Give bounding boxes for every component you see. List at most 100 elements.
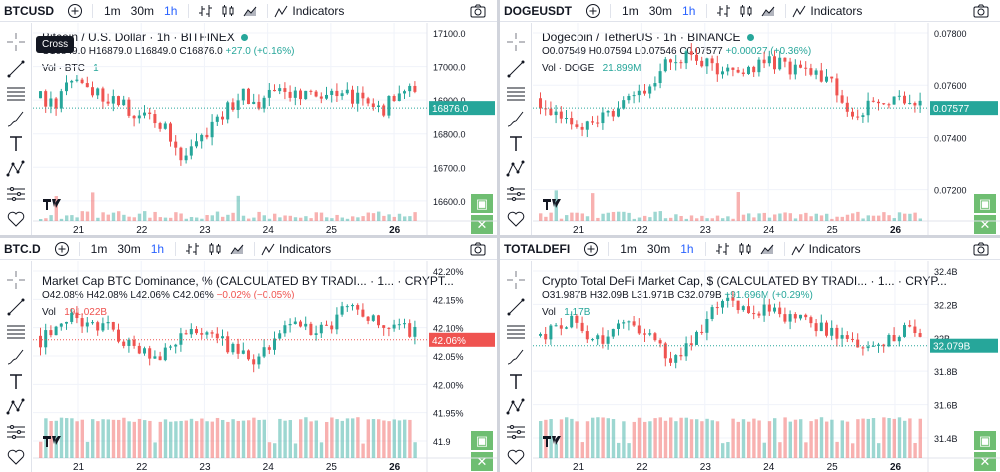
fib-icon[interactable] bbox=[504, 321, 528, 343]
candle bbox=[221, 116, 224, 120]
close-button[interactable]: ✕ bbox=[974, 215, 996, 234]
volume-bar bbox=[887, 418, 891, 458]
text-icon[interactable] bbox=[504, 133, 528, 155]
trend-line-icon[interactable] bbox=[504, 58, 528, 80]
measure-icon[interactable] bbox=[4, 421, 28, 443]
camera-icon[interactable] bbox=[972, 2, 990, 20]
trend-line-icon[interactable] bbox=[4, 296, 28, 318]
timeframe-30m[interactable]: 30m bbox=[648, 3, 673, 18]
chart-pane-btc-d[interactable]: BTC.D 1m 30m 1h Indicators Market Cap BTC … bbox=[0, 238, 497, 472]
brush-icon[interactable] bbox=[504, 346, 528, 368]
price-chart[interactable]: 32.4B32.2B32B31.8B31.6B31.4B212223242526… bbox=[533, 261, 1000, 472]
bar-style-icon[interactable] bbox=[184, 240, 202, 258]
area-icon[interactable] bbox=[228, 240, 246, 258]
indicators-button[interactable]: Indicators bbox=[274, 4, 344, 18]
pattern-icon[interactable] bbox=[4, 396, 28, 418]
measure-icon[interactable] bbox=[504, 183, 528, 205]
camera-icon[interactable] bbox=[972, 240, 990, 258]
y-tick-label: 42.20% bbox=[433, 267, 464, 277]
timeframe-1h[interactable]: 1h bbox=[682, 3, 696, 18]
fib-icon[interactable] bbox=[4, 83, 28, 105]
chart-pane-dogeusdt[interactable]: DOGEUSDT 1m 30m 1h Indicators Dogecoin / T… bbox=[500, 0, 1000, 235]
timeframe-1m[interactable]: 1m bbox=[620, 241, 637, 256]
symbol-name[interactable]: TOTALDEFI bbox=[504, 241, 571, 256]
add-symbol-icon[interactable] bbox=[582, 240, 600, 258]
camera-icon[interactable] bbox=[469, 2, 487, 20]
maximize-button[interactable]: ▣ bbox=[974, 194, 996, 213]
symbol-name[interactable]: BTCUSD bbox=[4, 3, 54, 18]
pattern-icon[interactable] bbox=[504, 396, 528, 418]
fib-icon[interactable] bbox=[504, 83, 528, 105]
volume-bar bbox=[226, 214, 230, 221]
bar-style-icon[interactable] bbox=[715, 2, 733, 20]
volume-bar bbox=[611, 211, 616, 221]
measure-icon[interactable] bbox=[4, 183, 28, 205]
bar-style-icon[interactable] bbox=[714, 240, 732, 258]
heart-icon[interactable] bbox=[504, 208, 528, 230]
indicators-button[interactable]: Indicators bbox=[792, 4, 862, 18]
timeframe-1m[interactable]: 1m bbox=[90, 241, 108, 256]
camera-icon[interactable] bbox=[469, 240, 487, 258]
close-button[interactable]: ✕ bbox=[471, 452, 493, 471]
add-symbol-icon[interactable] bbox=[66, 2, 84, 20]
brush-icon[interactable] bbox=[504, 108, 528, 130]
maximize-button[interactable]: ▣ bbox=[471, 194, 493, 213]
volume-bar bbox=[184, 218, 188, 221]
trend-line-icon[interactable] bbox=[504, 296, 528, 318]
pattern-icon[interactable] bbox=[4, 158, 28, 180]
candle bbox=[804, 314, 808, 318]
candles-icon[interactable] bbox=[219, 2, 237, 20]
timeframe-1h[interactable]: 1h bbox=[164, 3, 178, 18]
crosshair-icon[interactable] bbox=[504, 31, 528, 53]
crosshair-icon[interactable] bbox=[4, 269, 28, 291]
trend-line-icon[interactable] bbox=[4, 58, 28, 80]
timeframe-30m[interactable]: 30m bbox=[117, 241, 141, 256]
area-icon[interactable] bbox=[758, 240, 776, 258]
price-chart[interactable]: 17100.017000.016900.016800.016700.016600… bbox=[33, 23, 497, 235]
close-button[interactable]: ✕ bbox=[471, 215, 493, 234]
timeframe-1m[interactable]: 1m bbox=[622, 3, 639, 18]
area-icon[interactable] bbox=[241, 2, 259, 20]
bar-style-icon[interactable] bbox=[197, 2, 215, 20]
indicators-button[interactable]: Indicators bbox=[791, 242, 861, 256]
volume-bar bbox=[231, 212, 235, 221]
fib-icon[interactable] bbox=[4, 321, 28, 343]
heart-icon[interactable] bbox=[504, 446, 528, 468]
text-icon[interactable] bbox=[504, 371, 528, 393]
candles-icon[interactable] bbox=[737, 2, 755, 20]
timeframe-30m[interactable]: 30m bbox=[646, 241, 671, 256]
heart-icon[interactable] bbox=[4, 446, 28, 468]
candles-icon[interactable] bbox=[206, 240, 224, 258]
chart-pane-totaldefi[interactable]: TOTALDEFI 1m 30m 1h Indicators Crypto Tota… bbox=[500, 238, 1000, 472]
crosshair-icon[interactable] bbox=[4, 31, 28, 53]
price-chart[interactable]: 0.07800 0.07600 0.07400 0.07200 21 22 23 24 25 26… bbox=[533, 23, 1000, 235]
maximize-button[interactable]: ▣ bbox=[974, 431, 996, 450]
timeframe-1h[interactable]: 1h bbox=[150, 241, 165, 256]
candle bbox=[674, 355, 678, 363]
text-icon[interactable] bbox=[4, 371, 28, 393]
heart-icon[interactable] bbox=[4, 208, 28, 230]
add-symbol-icon[interactable] bbox=[584, 2, 602, 20]
crosshair-icon[interactable] bbox=[504, 269, 528, 291]
indicators-button[interactable]: Indicators bbox=[261, 242, 331, 256]
timeframe-30m[interactable]: 30m bbox=[130, 3, 155, 18]
area-icon[interactable] bbox=[759, 2, 777, 20]
volume-bar bbox=[793, 419, 798, 458]
brush-icon[interactable] bbox=[4, 346, 28, 368]
pattern-icon[interactable] bbox=[504, 158, 528, 180]
maximize-button[interactable]: ▣ bbox=[471, 431, 493, 450]
timeframe-1m[interactable]: 1m bbox=[104, 3, 121, 18]
add-symbol-icon[interactable] bbox=[53, 240, 71, 258]
brush-icon[interactable] bbox=[4, 108, 28, 130]
chart-pane-btcusd[interactable]: BTCUSD 1m 30m 1h Indicators Bitcoin / U.S.… bbox=[0, 0, 497, 235]
symbol-name[interactable]: DOGEUSDT bbox=[504, 3, 573, 18]
text-icon[interactable] bbox=[4, 133, 28, 155]
x-tick-label: 21 bbox=[573, 225, 585, 235]
close-button[interactable]: ✕ bbox=[974, 452, 996, 471]
measure-icon[interactable] bbox=[504, 421, 528, 443]
price-chart[interactable]: 42.20% 42.15% 42.10% 42.05% 42.00% 41.95% 41.9… bbox=[33, 261, 497, 472]
candles-icon[interactable] bbox=[736, 240, 754, 258]
timeframe-1h[interactable]: 1h bbox=[680, 241, 694, 256]
symbol-name[interactable]: BTC.D bbox=[4, 241, 41, 256]
volume-bar bbox=[70, 418, 74, 458]
